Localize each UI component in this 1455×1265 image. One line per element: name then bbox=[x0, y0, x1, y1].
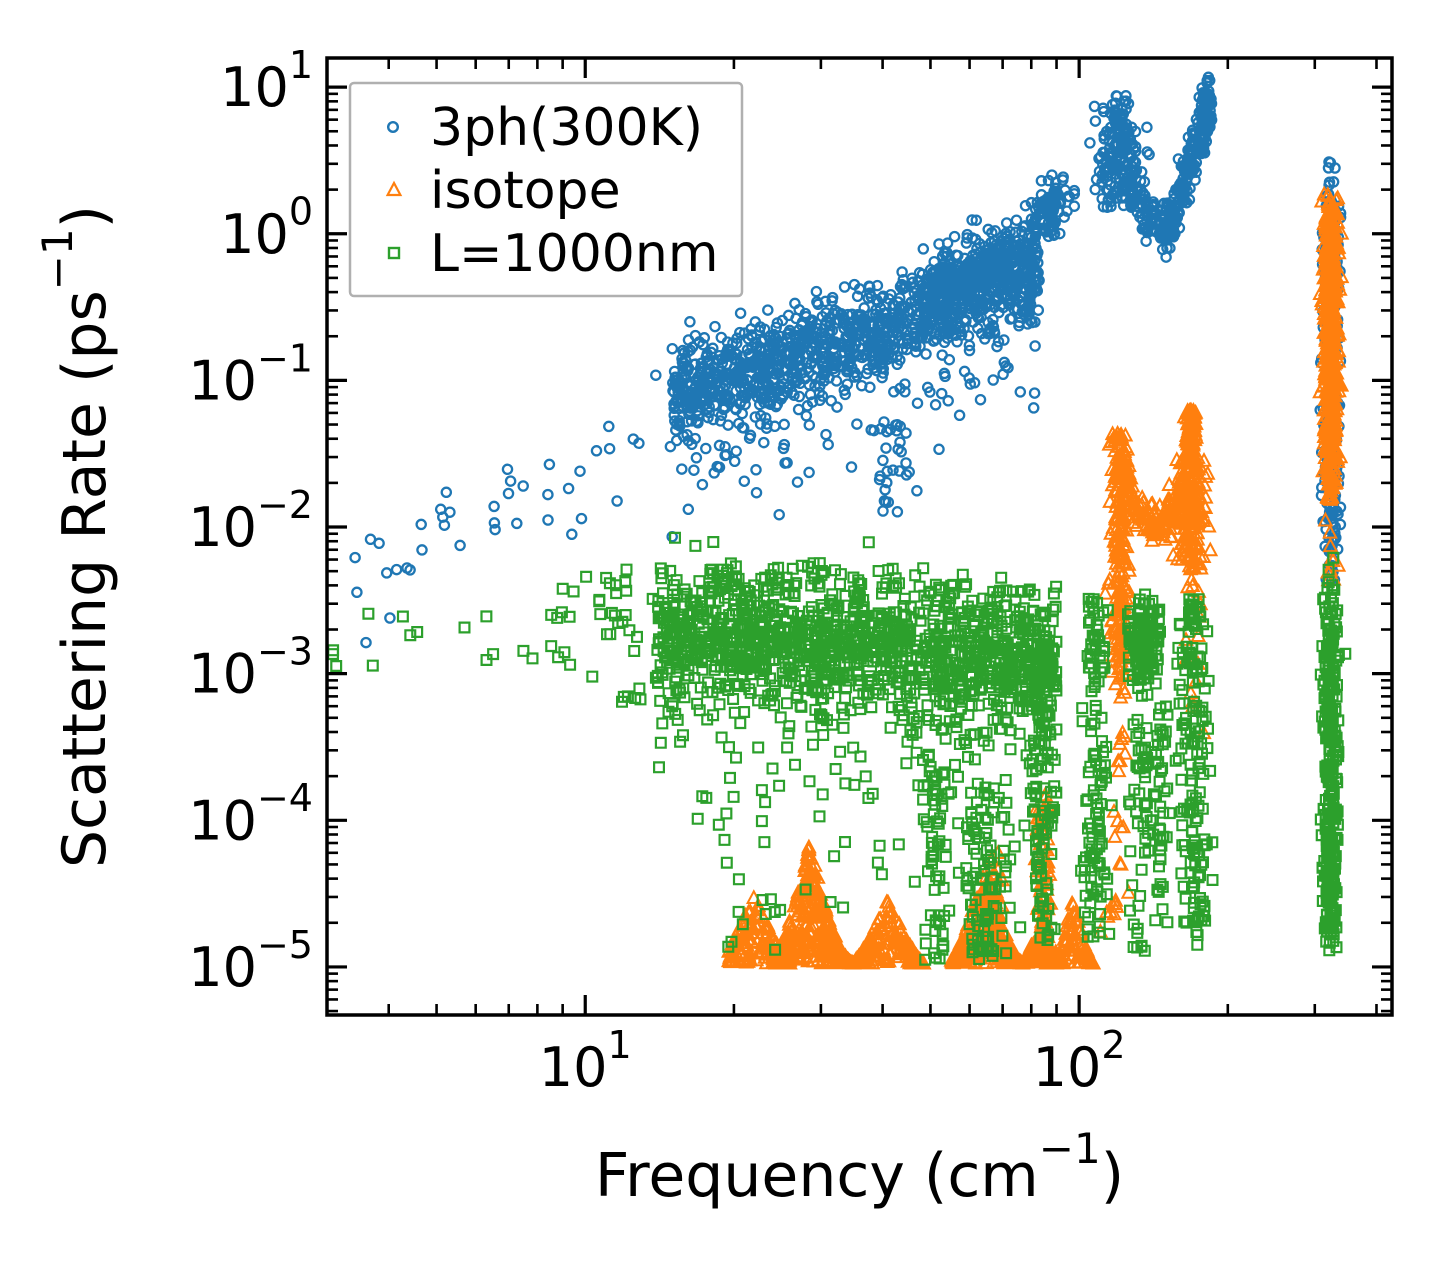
legend-label: isotope bbox=[430, 161, 621, 221]
axis-ticks bbox=[327, 58, 1392, 1015]
data-series bbox=[327, 71, 1352, 970]
tick-label: 10−2 bbox=[188, 483, 313, 559]
tick-label: 101 bbox=[539, 1023, 632, 1099]
legend-marker-square bbox=[387, 246, 401, 260]
series-l-1000nm bbox=[327, 531, 1352, 966]
tick-label: 102 bbox=[1033, 1023, 1126, 1099]
legend: 3ph(300K) isotope L=1000nm bbox=[348, 81, 744, 298]
tick-label: 101 bbox=[220, 43, 313, 119]
legend-marker-triangle bbox=[385, 180, 403, 197]
tick-label: 100 bbox=[220, 190, 313, 266]
legend-label: L=1000nm bbox=[430, 224, 719, 284]
axes-spines bbox=[325, 56, 1394, 1017]
legend-item-3ph: 3ph(300K) bbox=[387, 98, 703, 158]
tick-label: 10−1 bbox=[188, 336, 313, 412]
legend-frame bbox=[348, 81, 744, 298]
y-tick-labels: 101 100 10−1 10−2 10−3 10−4 10−5 bbox=[188, 43, 313, 999]
tick-label: 10−5 bbox=[188, 923, 313, 999]
legend-label: 3ph(300K) bbox=[430, 98, 703, 158]
tick-label: 10−4 bbox=[188, 776, 313, 852]
y-axis-label: Scattering Rate (ps−1) bbox=[33, 205, 120, 868]
x-tick-labels: 101 102 bbox=[539, 1023, 1126, 1099]
legend-item-L1000nm: L=1000nm bbox=[387, 224, 719, 284]
x-axis-label: Frequency (cm−1) bbox=[595, 1124, 1124, 1211]
legend-item-isotope: isotope bbox=[385, 161, 621, 221]
tick-label: 10−3 bbox=[188, 630, 313, 706]
legend-marker-circle bbox=[387, 120, 400, 133]
